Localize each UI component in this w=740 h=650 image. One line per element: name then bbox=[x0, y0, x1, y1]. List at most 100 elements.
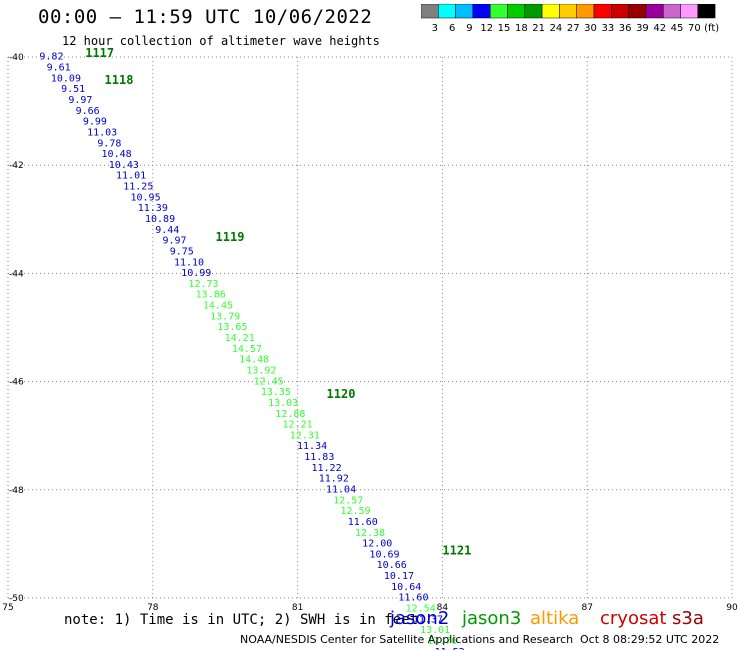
mission-label-jason3: jason3 bbox=[462, 608, 522, 629]
wave-height-point: 13.01 bbox=[420, 625, 450, 636]
wave-height-point: 12.21 bbox=[283, 420, 313, 431]
legend-tick-label: 9 bbox=[466, 23, 472, 34]
wave-height-point: 9.99 bbox=[83, 117, 107, 128]
x-tick-label: 81 bbox=[292, 603, 303, 613]
wave-height-point: 9.51 bbox=[61, 84, 85, 95]
wave-height-point: 12.54 bbox=[406, 604, 436, 615]
legend-tick-label: 15 bbox=[498, 23, 511, 34]
legend-tick-label: 24 bbox=[550, 23, 563, 34]
legend-tick-label: 12 bbox=[480, 23, 493, 34]
wave-height-point: 9.82 bbox=[39, 52, 63, 63]
legend-tick-label: 33 bbox=[601, 23, 614, 34]
x-tick-label: 75 bbox=[2, 603, 13, 613]
wave-height-point: 11.10 bbox=[174, 257, 204, 268]
legend-tick-label: 45 bbox=[671, 23, 684, 34]
wave-height-point: 12.31 bbox=[290, 430, 320, 441]
wave-height-point: 10.95 bbox=[131, 192, 161, 203]
mission-label-altika: altika bbox=[530, 608, 580, 629]
y-tick-label: -40 bbox=[9, 53, 24, 63]
y-tick-label: -46 bbox=[9, 378, 24, 388]
legend-tick-label: 6 bbox=[449, 23, 455, 34]
wave-height-point: 11.83 bbox=[304, 452, 334, 463]
wave-height-point: 11.52 bbox=[435, 647, 465, 650]
wave-height-point: 9.61 bbox=[47, 63, 71, 74]
legend-tick-label: 39 bbox=[636, 23, 649, 34]
wave-height-point: 10.69 bbox=[369, 549, 399, 560]
wave-height-point: 10.48 bbox=[102, 149, 132, 160]
legend-tick-label: 70 bbox=[688, 23, 701, 34]
legend-tick-label: 21 bbox=[532, 23, 545, 34]
hour-label: 1119 bbox=[216, 230, 245, 244]
hour-label: 1118 bbox=[105, 73, 134, 87]
wave-height-point: 9.66 bbox=[76, 106, 100, 117]
x-tick-label: 87 bbox=[581, 603, 592, 613]
wave-height-point: 10.17 bbox=[384, 571, 414, 582]
wave-height-point: 13.92 bbox=[246, 365, 276, 376]
legend-tick-label: 36 bbox=[619, 23, 632, 34]
wave-height-color-legend: 3 6 9 12 15 18 21 24 27 30 33 36 39 42 45 70 (ft) bbox=[421, 4, 719, 34]
y-tick-label: -42 bbox=[9, 161, 24, 171]
wave-height-point: 11.60 bbox=[398, 593, 428, 604]
wave-height-point: 10.09 bbox=[51, 73, 81, 84]
wave-height-point: 10.66 bbox=[377, 560, 407, 571]
wave-height-point: 9.97 bbox=[162, 236, 186, 247]
mission-label-jason2: jason2 bbox=[390, 608, 450, 629]
wave-height-point: 10.89 bbox=[145, 214, 175, 225]
legend-tick-label: 3 bbox=[432, 23, 438, 34]
wave-height-point: 10.99 bbox=[181, 268, 211, 279]
mission-label-s3a: s3a bbox=[672, 608, 704, 629]
wave-height-point: 11.60 bbox=[348, 517, 378, 528]
wave-height-point: 11.25 bbox=[123, 182, 153, 193]
wave-height-point: 11.03 bbox=[87, 127, 117, 138]
wave-height-point: 14.57 bbox=[232, 344, 262, 355]
wave-height-point: 13.86 bbox=[196, 290, 226, 301]
wave-height-point: 9.78 bbox=[97, 138, 121, 149]
wave-height-point: 14.45 bbox=[203, 301, 233, 312]
wave-height-point: 11.92 bbox=[319, 474, 349, 485]
credit-text: NOAA/NESDIS Center for Satellite Applica… bbox=[240, 633, 574, 646]
legend-tick-label: 42 bbox=[653, 23, 666, 34]
wave-height-point: 14.21 bbox=[225, 333, 255, 344]
wave-height-point: 12.76 bbox=[427, 636, 457, 647]
legend-swatch bbox=[697, 4, 716, 19]
wave-height-point: 12.88 bbox=[275, 409, 305, 420]
legend-tick-label: 27 bbox=[567, 23, 580, 34]
wave-height-point: 9.97 bbox=[68, 95, 92, 106]
wave-height-point: 10.64 bbox=[391, 582, 421, 593]
legend-tick-label: 18 bbox=[515, 23, 528, 34]
mission-label-cryosat: cryosat bbox=[600, 608, 667, 629]
wave-height-point: 12.57 bbox=[333, 495, 363, 506]
wave-height-point: 12.45 bbox=[254, 376, 284, 387]
x-tick-label: 90 bbox=[726, 603, 738, 613]
wave-height-point: 10.43 bbox=[109, 160, 139, 171]
wave-height-point: 12.73 bbox=[188, 279, 218, 290]
wave-height-point: 13.35 bbox=[261, 387, 291, 398]
wave-height-point: 13.03 bbox=[268, 398, 298, 409]
y-tick-label: -48 bbox=[9, 486, 24, 496]
chart-title: 00:00 – 11:59 UTC 10/06/2022 bbox=[38, 6, 373, 28]
wave-height-point: 13.79 bbox=[210, 311, 240, 322]
wave-height-point: 9.75 bbox=[170, 246, 194, 257]
wave-height-point: 11.04 bbox=[326, 485, 356, 496]
x-tick-label: 78 bbox=[147, 603, 159, 613]
wave-height-point: 12.00 bbox=[362, 539, 392, 550]
wave-height-point: 9.44 bbox=[155, 225, 179, 236]
y-tick-label: -50 bbox=[9, 594, 24, 604]
chart-subtitle: 12 hour collection of altimeter wave hei… bbox=[62, 34, 380, 48]
wave-height-point: 11.01 bbox=[116, 171, 146, 182]
legend-tick-label: 30 bbox=[584, 23, 597, 34]
credit-timestamp: Oct 8 08:29:52 UTC 2022 bbox=[580, 633, 720, 646]
legend-tick-label: (ft) bbox=[704, 23, 719, 34]
wave-height-point: 11.22 bbox=[312, 463, 342, 474]
wave-height-point: 12.38 bbox=[355, 528, 385, 539]
wave-height-point: 13.65 bbox=[217, 322, 247, 333]
y-tick-label: -44 bbox=[9, 269, 24, 279]
hour-label: 1117 bbox=[85, 46, 114, 60]
wave-height-point: 11.34 bbox=[297, 441, 327, 452]
wave-height-point: 12.59 bbox=[340, 506, 370, 517]
x-tick-label: 84 bbox=[437, 603, 449, 613]
wave-height-point: 11.37 bbox=[413, 614, 443, 625]
wave-height-point: 14.48 bbox=[239, 355, 269, 366]
